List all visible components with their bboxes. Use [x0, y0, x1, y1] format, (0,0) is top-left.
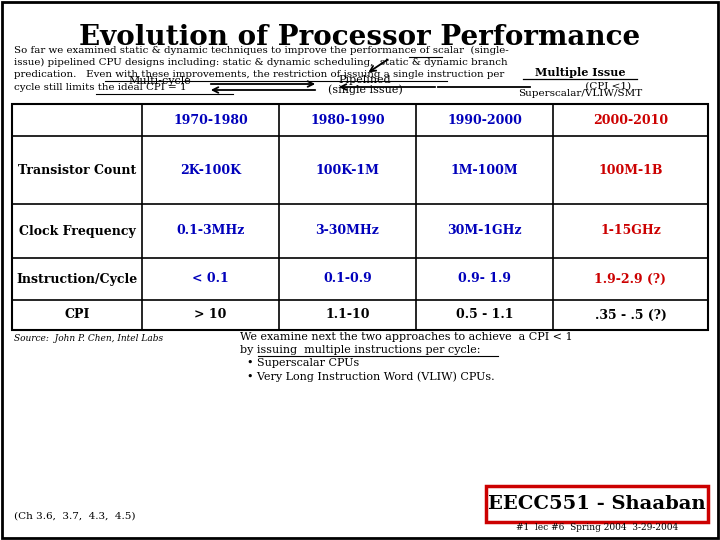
- Text: cycle still limits the ideal CPI = 1: cycle still limits the ideal CPI = 1: [14, 83, 186, 92]
- Text: by issuing  multiple instructions per cycle:: by issuing multiple instructions per cyc…: [240, 345, 480, 355]
- Text: We examine next the two approaches to achieve  a CPI < 1: We examine next the two approaches to ac…: [240, 332, 572, 342]
- Text: Evolution of Processor Performance: Evolution of Processor Performance: [79, 24, 641, 51]
- Text: 1-15GHz: 1-15GHz: [600, 225, 661, 238]
- Text: #1  lec #6  Spring 2004  3-29-2004: #1 lec #6 Spring 2004 3-29-2004: [516, 523, 678, 532]
- Text: Transistor Count: Transistor Count: [18, 164, 136, 177]
- Text: issue) pipelined CPU designs including: static & dynamic scheduling,  static & d: issue) pipelined CPU designs including: …: [14, 58, 508, 68]
- Text: Clock Frequency: Clock Frequency: [19, 225, 135, 238]
- Text: predication.   Even with these improvements, the restriction of issuing a single: predication. Even with these improvement…: [14, 70, 504, 79]
- Text: 1970-1980: 1970-1980: [173, 113, 248, 126]
- Text: 2K-100K: 2K-100K: [180, 164, 241, 177]
- Text: Source:  John P. Chen, Intel Labs: Source: John P. Chen, Intel Labs: [14, 334, 163, 343]
- Text: EECC551 - Shaaban: EECC551 - Shaaban: [488, 495, 706, 513]
- Text: (CPI <1): (CPI <1): [582, 82, 631, 91]
- Text: .35 - .5 (?): .35 - .5 (?): [595, 308, 667, 321]
- Text: Instruction/Cycle: Instruction/Cycle: [17, 273, 138, 286]
- Bar: [12, 104, 708, 330]
- Text: Pipelined: Pipelined: [338, 75, 391, 85]
- Text: 0.5 - 1.1: 0.5 - 1.1: [456, 308, 513, 321]
- Text: 0.9- 1.9: 0.9- 1.9: [458, 273, 511, 286]
- Text: < 0.1: < 0.1: [192, 273, 229, 286]
- Text: 30M-1GHz: 30M-1GHz: [447, 225, 522, 238]
- Bar: [486, 486, 708, 522]
- Text: CPI: CPI: [64, 308, 90, 321]
- Text: 100K-1M: 100K-1M: [315, 164, 379, 177]
- Text: 0.1-3MHz: 0.1-3MHz: [176, 225, 245, 238]
- Text: 1980-1990: 1980-1990: [310, 113, 384, 126]
- Text: 100M-1B: 100M-1B: [598, 164, 662, 177]
- Text: Superscalar/VLIW/SMT: Superscalar/VLIW/SMT: [518, 90, 642, 98]
- Text: 1.9-2.9 (?): 1.9-2.9 (?): [595, 273, 667, 286]
- Text: 1.1-10: 1.1-10: [325, 308, 370, 321]
- Text: • Very Long Instruction Word (VLIW) CPUs.: • Very Long Instruction Word (VLIW) CPUs…: [240, 371, 495, 382]
- Text: 3-30MHz: 3-30MHz: [315, 225, 379, 238]
- Text: • Superscalar CPUs: • Superscalar CPUs: [240, 358, 359, 368]
- Text: 2000-2010: 2000-2010: [593, 113, 668, 126]
- Text: 1M-100M: 1M-100M: [451, 164, 518, 177]
- Text: Multiple Issue: Multiple Issue: [535, 66, 625, 78]
- Text: 1990-2000: 1990-2000: [447, 113, 522, 126]
- Text: (single issue): (single issue): [328, 85, 402, 95]
- Text: So far we examined static & dynamic techniques to improve the performance of sca: So far we examined static & dynamic tech…: [14, 46, 509, 55]
- Text: (Ch 3.6,  3.7,  4.3,  4.5): (Ch 3.6, 3.7, 4.3, 4.5): [14, 511, 135, 521]
- Text: 0.1-0.9: 0.1-0.9: [323, 273, 372, 286]
- Text: Multi-cycle: Multi-cycle: [129, 76, 192, 86]
- Text: > 10: > 10: [194, 308, 227, 321]
